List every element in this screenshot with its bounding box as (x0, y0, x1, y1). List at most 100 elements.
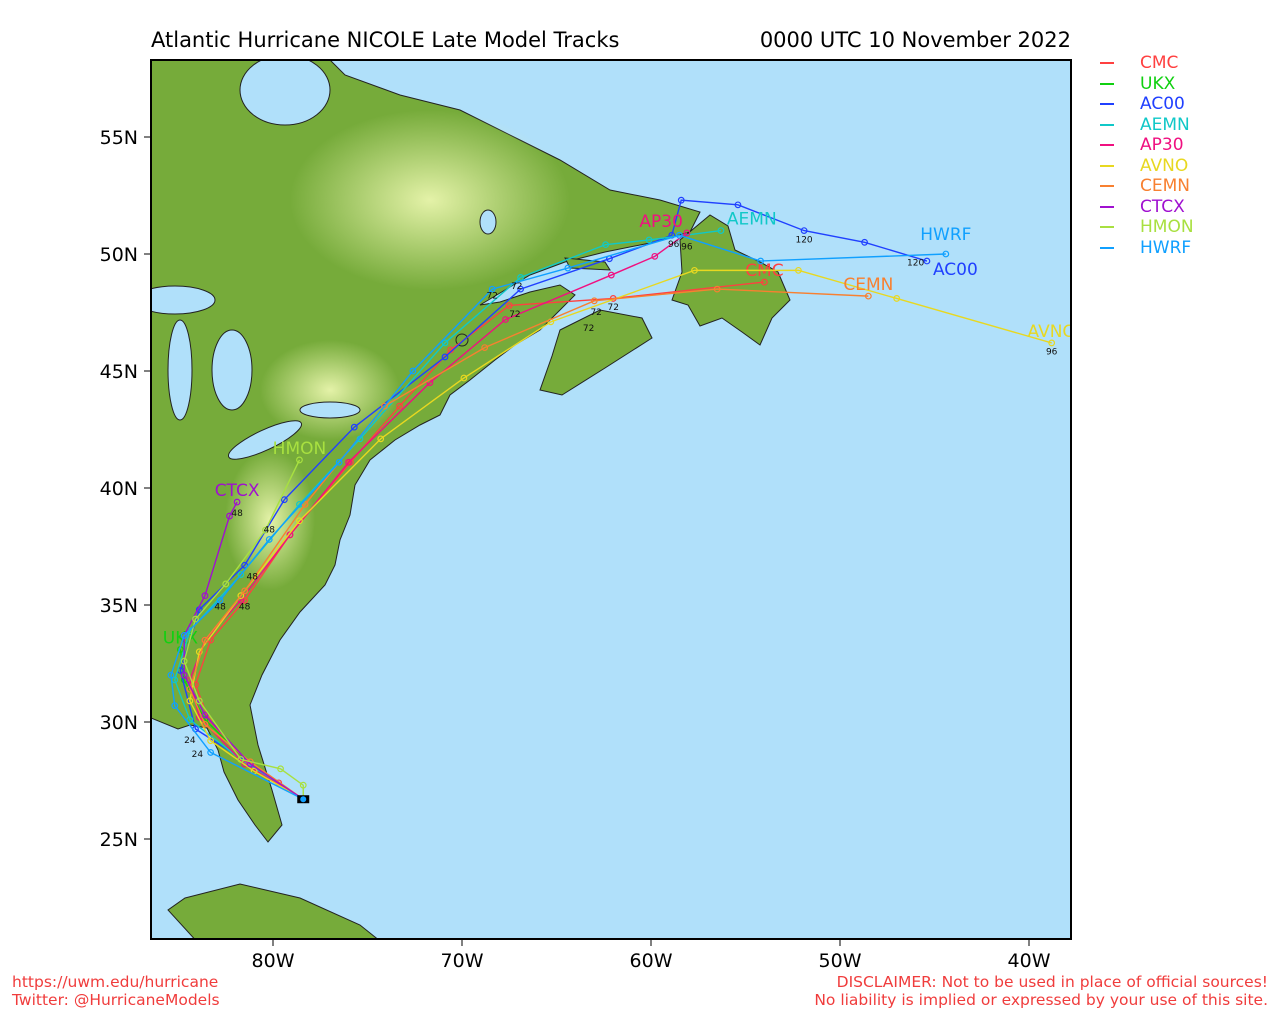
manicouagan-reservoir (455, 333, 469, 347)
legend-line-swatch (1100, 103, 1114, 106)
legend-label: AEMN (1140, 114, 1190, 135)
track-point (237, 756, 245, 763)
track-point (691, 266, 698, 274)
chart-title: Atlantic Hurricane NICOLE Late Model Tra… (151, 28, 620, 52)
track-line (170, 234, 946, 800)
track-point (564, 264, 572, 272)
track-point (800, 227, 808, 235)
track-point (277, 765, 284, 773)
legend-item-ap30: AP30 (1100, 135, 1194, 156)
lake-mistassini (479, 209, 497, 235)
forecast-hour-label: 24 (184, 736, 196, 746)
lat-tick-label: 40N (100, 478, 138, 500)
track-end-label: HMON (273, 439, 327, 459)
forecast-hour-label: 96 (1046, 348, 1058, 358)
track-point (207, 737, 215, 745)
forecast-datetime: 0000 UTC 10 November 2022 (759, 28, 1071, 52)
track-point (237, 592, 245, 600)
track-end-label: CEMN (843, 275, 893, 295)
track-point (180, 671, 188, 679)
lon-tick-label: 40W (1008, 950, 1051, 972)
lon-tick-label: 80W (252, 950, 295, 972)
track-point (602, 241, 610, 249)
track-point (296, 517, 303, 525)
legend-line-swatch (1100, 123, 1114, 126)
forecast-hour-label: 48 (263, 525, 275, 535)
track-point (233, 498, 241, 506)
track-point (396, 402, 404, 410)
track-point (481, 344, 489, 352)
track-point (942, 250, 950, 258)
track-line (179, 199, 928, 800)
track-point (517, 285, 524, 293)
track-point (488, 285, 496, 293)
forecast-hour-label: 72 (590, 308, 601, 318)
lake-ontario (299, 401, 361, 419)
legend-label: UKX (1140, 73, 1176, 94)
lat-tick-label: 35N (100, 595, 138, 617)
track-point (241, 596, 249, 604)
track-point (381, 402, 388, 410)
track-point (861, 238, 868, 246)
lat-tick-label: 30N (100, 712, 138, 734)
track-point (301, 500, 309, 508)
north-america-mainland (151, 60, 701, 843)
track-point (201, 711, 209, 719)
forecast-hour-label: 72 (487, 291, 498, 301)
track-point (265, 536, 273, 543)
track-cemn: CEMN (186, 275, 893, 800)
lake-huron (211, 329, 253, 411)
track-point (171, 702, 179, 710)
model-tracks: CMCUKXAC00AEMNAP30AVNOCEMNCTCXHMONHWRF12… (163, 196, 1071, 804)
website-link[interactable]: https://uwm.edu/hurricane (12, 973, 219, 991)
track-point (923, 257, 931, 265)
legend-item-hwrf: HWRF (1100, 238, 1194, 259)
track-point (195, 697, 203, 705)
forecast-hour-label: 72 (509, 310, 520, 320)
twitter-handle: Twitter: @HurricaneModels (12, 991, 220, 1009)
track-end-label: AP30 (639, 212, 683, 232)
forecast-hour-label: 72 (511, 282, 522, 292)
track-point (280, 496, 288, 504)
legend-item-aemn: AEMN (1100, 115, 1194, 136)
legend-label: HWRF (1140, 237, 1192, 258)
forecast-hour-label: 48 (214, 603, 226, 613)
track-point (167, 671, 175, 679)
track-point (335, 458, 343, 466)
track-point (201, 636, 209, 644)
legend-item-hmon: HMON (1100, 217, 1194, 238)
track-point (216, 596, 224, 604)
track-point (893, 295, 901, 302)
legend-item-ukx: UKX (1100, 74, 1194, 95)
track-point (377, 435, 385, 443)
legend-item-avno: AVNO (1100, 156, 1194, 177)
land (151, 60, 791, 939)
track-ac00: AC00 (176, 196, 978, 800)
lon-tick-label: 50W (819, 950, 862, 972)
track-point (713, 285, 721, 293)
track-point (590, 297, 598, 305)
lake-erie (228, 420, 302, 460)
track-line (173, 229, 722, 800)
forecast-hour-label: 72 (583, 324, 594, 334)
track-line (189, 288, 869, 800)
newfoundland (671, 214, 791, 346)
hudson-bay (239, 60, 331, 126)
forecast-hour-label: 48 (239, 603, 251, 613)
lat-tick-label: 55N (100, 127, 138, 149)
legend-line-swatch (1100, 185, 1114, 188)
legend-label: AC00 (1140, 94, 1185, 115)
disclaimer-line-2: No liability is implied or expressed by … (814, 991, 1268, 1009)
track-point (864, 292, 872, 300)
track-line (189, 232, 688, 800)
legend-label: AVNO (1140, 155, 1189, 176)
legend-label: CMC (1140, 53, 1179, 74)
track-hmon: HMON (180, 439, 327, 800)
track-point (677, 196, 685, 204)
track-point (441, 339, 449, 347)
track-point (517, 274, 524, 281)
track-end-label: AC00 (933, 260, 978, 280)
legend-line-swatch (1100, 205, 1114, 208)
track-point (761, 278, 768, 286)
legend-item-cemn: CEMN (1100, 176, 1194, 197)
